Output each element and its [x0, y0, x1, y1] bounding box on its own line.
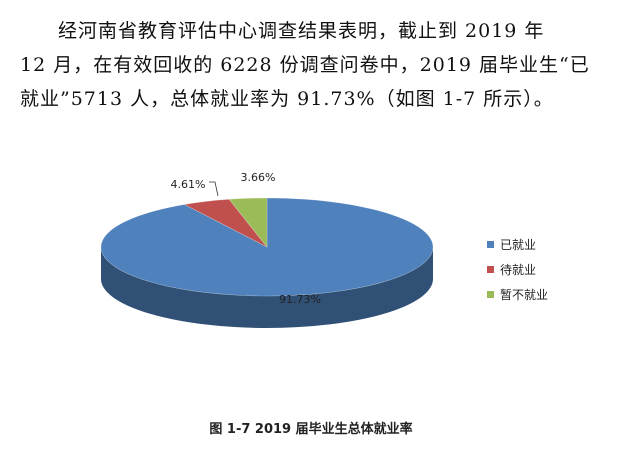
legend-item-1: 待就业 [487, 257, 548, 282]
pie-labels-group: 91.73% 4.61% 3.66% [171, 171, 321, 306]
chart-legend: 已就业待就业暂不就业 [487, 232, 548, 307]
legend-label-0: 已就业 [500, 238, 537, 252]
legend-swatch-0 [487, 241, 494, 248]
pie-slice-0 [100, 197, 434, 297]
data-label-0: 91.73% [279, 293, 321, 306]
legend-label-1: 待就业 [500, 263, 537, 277]
pie-chart-area: 91.73% 4.61% 3.66% [0, 160, 622, 390]
legend-swatch-2 [487, 291, 494, 298]
figure-caption: 图 1-7 2019 届毕业生总体就业率 [209, 422, 413, 437]
pie-slice-1 [183, 198, 268, 248]
legend-item-0: 已就业 [487, 232, 548, 257]
body-paragraph: 经河南省教育评估中心调查结果表明，截止到 2019 年 12 月，在有效回收的 … [20, 14, 608, 116]
legend-item-2: 暂不就业 [487, 282, 548, 307]
pie-side-0 [101, 247, 433, 328]
data-label-2: 3.66% [241, 171, 276, 184]
pie-depth-group [101, 247, 433, 328]
data-label-1: 4.61% [171, 178, 206, 191]
pie-slice-2 [228, 197, 268, 248]
legend-swatch-1 [487, 266, 494, 273]
leader-line-1 [209, 181, 219, 197]
paragraph-line-1: 经河南省教育评估中心调查结果表明，截止到 2019 年 [58, 20, 545, 42]
paragraph-line-3: 就业”5713 人，总体就业率为 91.73%（如图 1-7 所示）。 [20, 88, 554, 110]
legend-label-2: 暂不就业 [500, 288, 549, 302]
pie-top-group [100, 197, 434, 297]
pie-chart: 91.73% 4.61% 3.66% [100, 171, 434, 328]
paragraph-line-2: 12 月，在有效回收的 6228 份调查问卷中，2019 届毕业生“已 [20, 54, 590, 76]
